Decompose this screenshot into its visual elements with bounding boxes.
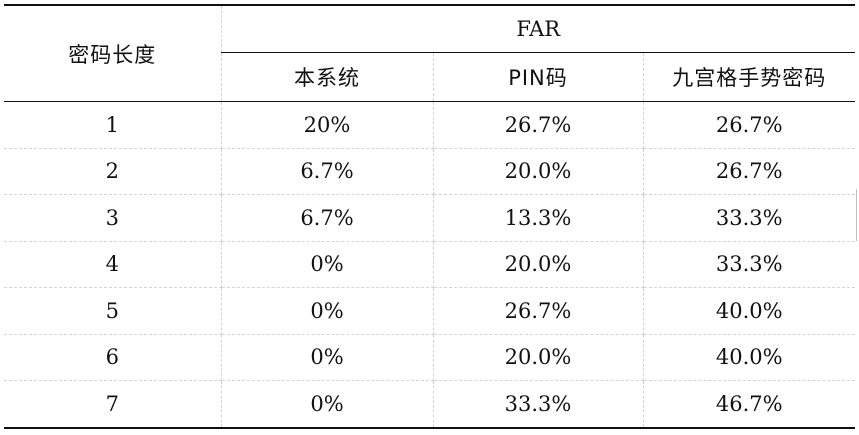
row-length-cell: 6 — [4, 334, 222, 381]
pattern-lock-far-cell: 26.7% — [642, 148, 856, 195]
table-row: 7 0% 33.3% 46.7% — [4, 380, 856, 429]
this-system-far-cell: 6.7% — [220, 148, 434, 195]
password-length-header: 密码长度 — [4, 4, 222, 102]
far-comparison-table: 密码长度 FAR 本系统 PIN码 九宫格手势密码 1 20% 26.7% 26… — [4, 4, 856, 429]
pin-far-cell: 26.7% — [432, 101, 644, 149]
table-row: 3 6.7% 13.3% 33.3% — [4, 194, 856, 242]
pin-far-cell: 20.0% — [432, 148, 644, 195]
this-system-far-cell: 0% — [220, 380, 434, 429]
pin-far-cell: 13.3% — [432, 194, 644, 242]
column-header-pin: PIN码 — [432, 52, 644, 102]
row-length-cell: 4 — [4, 241, 222, 288]
header-row-sub: 本系统 PIN码 九宫格手势密码 — [4, 52, 856, 102]
row-length-cell: 3 — [4, 194, 222, 242]
this-system-far-cell: 6.7% — [220, 194, 434, 242]
row-length-cell: 5 — [4, 287, 222, 335]
column-header-pattern-lock: 九宫格手势密码 — [642, 52, 856, 102]
pin-far-cell: 20.0% — [432, 334, 644, 381]
pin-far-cell: 26.7% — [432, 287, 644, 335]
pattern-lock-far-cell: 26.7% — [642, 101, 856, 149]
pin-far-cell: 33.3% — [432, 380, 644, 429]
row-length-cell: 2 — [4, 148, 222, 195]
row-length-cell: 7 — [4, 380, 222, 429]
header-row-top: 密码长度 FAR — [4, 4, 856, 102]
pattern-lock-far-cell: 40.0% — [642, 334, 856, 381]
column-header-this-system: 本系统 — [221, 52, 434, 102]
this-system-far-cell: 0% — [220, 334, 434, 381]
pattern-lock-far-cell: 46.7% — [642, 380, 856, 429]
table-header: 密码长度 FAR 本系统 PIN码 九宫格手势密码 — [4, 4, 856, 102]
pattern-lock-far-cell: 40.0% — [642, 287, 856, 335]
table-row: 6 0% 20.0% 40.0% — [4, 334, 856, 381]
table-row: 5 0% 26.7% 40.0% — [4, 287, 856, 335]
row-length-cell: 1 — [4, 101, 222, 149]
far-group-header: FAR — [220, 4, 856, 53]
table-row: 1 20% 26.7% 26.7% — [4, 101, 856, 149]
page-edge-marker — [856, 189, 859, 241]
table-body: 1 20% 26.7% 26.7% 2 6.7% 20.0% 26.7% 3 6… — [4, 101, 856, 429]
pattern-lock-far-cell: 33.3% — [642, 194, 856, 242]
this-system-far-cell: 0% — [220, 287, 434, 335]
table-row: 4 0% 20.0% 33.3% — [4, 241, 856, 288]
this-system-far-cell: 0% — [220, 241, 434, 288]
pattern-lock-far-cell: 33.3% — [642, 241, 856, 288]
table-row: 2 6.7% 20.0% 26.7% — [4, 148, 856, 195]
this-system-far-cell: 20% — [220, 101, 434, 149]
pin-far-cell: 20.0% — [432, 241, 644, 288]
